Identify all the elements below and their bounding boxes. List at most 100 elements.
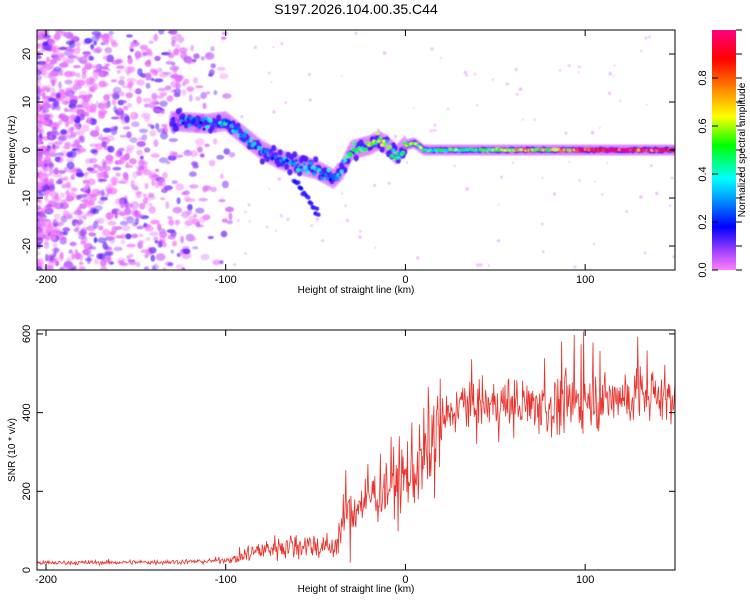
spectrogram-noise-blob (199, 215, 206, 224)
spectrogram-noise-blob (85, 77, 95, 85)
spectrogram-noise-blob (157, 240, 163, 248)
spectrogram-noise-blob (159, 131, 169, 140)
spectrogram-noise-blob (138, 233, 144, 237)
spectrogram-noise-blob (37, 237, 43, 241)
spectrogram-noise-blob (122, 126, 131, 130)
spectrogram-noise-blob (74, 41, 81, 47)
spectrogram-noise-blob (189, 150, 198, 158)
spectrogram-noise-dot (248, 220, 251, 223)
spectrogram-noise-blob (86, 167, 95, 172)
spectrogram-noise-dot (286, 217, 290, 221)
snr-frame (36, 329, 676, 571)
spectrogram-noise-blob (37, 95, 40, 103)
spectrogram-noise-blob (59, 267, 65, 270)
spectrogram-noise-dot (514, 68, 518, 72)
spectrogram-noise-blob (82, 51, 92, 56)
spectrogram-noise-blob (165, 201, 170, 210)
spectrogram-noise-blob (59, 61, 67, 69)
spectrogram-noise-blob (84, 37, 93, 44)
spectrogram-noise-blob (167, 155, 177, 161)
spectrogram-noise-blob (48, 134, 53, 140)
spectrogram-noise-blob (100, 42, 106, 46)
spectrogram-noise-blob (92, 48, 101, 53)
spectrogram-noise-dot (669, 204, 672, 207)
spectrogram-noise-blob (47, 147, 57, 154)
spectrogram-noise-dot (272, 110, 276, 114)
spectrogram-noise-blob (210, 63, 216, 69)
spectrogram-noise-blob (139, 202, 146, 210)
spectrogram-noise-blob (64, 87, 74, 94)
spectrogram-noise-blob (92, 208, 99, 214)
spectrogram-noise-dot (497, 239, 501, 243)
spectrogram-noise-blob (52, 134, 57, 140)
spectrogram-noise-blob (134, 88, 142, 95)
spectrogram-noise-blob (206, 53, 211, 57)
spectrogram-ridge-core (173, 122, 177, 127)
spectrogram-noise-blob (138, 128, 148, 133)
spectrogram-noise-blob (47, 39, 56, 46)
spectrogram-noise-blob (148, 206, 156, 214)
spectrogram-ridge-core (197, 125, 202, 129)
spectrogram-noise-blob (62, 227, 71, 232)
spectrogram-noise-blob (135, 54, 140, 60)
spectrogram-ridge-core (326, 168, 331, 173)
spectrogram-noise-blob (103, 165, 111, 171)
spectrogram-noise-dot (619, 100, 622, 102)
y-tick-label: 0 (21, 567, 33, 573)
spectrogram-noise-dot (625, 210, 628, 213)
spectrogram-noise-blob (164, 85, 172, 91)
spectrogram-ridge-core (349, 153, 354, 157)
spectrogram-noise-blob (112, 92, 118, 97)
spectrogram-noise-blob (110, 176, 119, 185)
spectrogram-ridge-core (375, 131, 380, 135)
spectrogram-noise-blob (44, 46, 53, 51)
x-tick-label: -100 (215, 574, 237, 586)
spectrogram-noise-blob (195, 85, 204, 89)
spectrogram-noise-blob (82, 215, 87, 220)
spectrogram-noise-blob (228, 212, 233, 221)
spectrogram-noise-blob (180, 235, 185, 244)
spectrogram-noise-blob (37, 55, 42, 60)
y-tick-label: 600 (21, 325, 33, 343)
spectrogram-noise-blob (175, 183, 185, 191)
spectrogram-noise-blob (65, 40, 75, 45)
spectrogram-noise-blob (168, 219, 175, 226)
spectrogram-noise-blob (40, 62, 45, 66)
colorbar: 0.0 0.2 0.4 0.6 0.8 Normalized spectral ampl… (697, 29, 748, 278)
spectrogram-noise-blob (148, 247, 157, 254)
spectrogram-noise-blob (171, 240, 178, 247)
spectrogram-noise-blob (61, 183, 67, 189)
spectrogram-noise-blob (55, 30, 62, 34)
spectrogram-noise-blob (174, 219, 180, 226)
spectrogram-ridge-core (181, 121, 185, 125)
spectrogram-noise-dot (606, 162, 609, 165)
spectrogram-noise-blob (37, 151, 44, 157)
spectrogram-ridge-core (318, 170, 323, 175)
spectrogram-noise-blob (130, 41, 140, 47)
spectrogram-noise-blob (103, 94, 110, 101)
spectrogram-noise-blob (195, 138, 205, 146)
y-tick-label: -10 (21, 190, 33, 206)
spectrogram-noise-blob (124, 207, 132, 216)
spectrogram-noise-blob (92, 69, 101, 78)
spectrogram-noise-blob (97, 237, 107, 244)
spectrogram-noise-blob (140, 249, 150, 254)
spectrogram-ridge-core (241, 138, 245, 142)
spectrogram-noise-blob (119, 76, 125, 80)
spectrogram-noise-blob (220, 36, 227, 40)
spectrogram-noise-blob (175, 264, 184, 270)
spectrogram-noise-blob (220, 230, 228, 238)
spectrogram-noise-blob (37, 251, 41, 256)
spectrogram-ridge-edge (174, 125, 180, 132)
spectrogram-noise-blob (77, 57, 83, 63)
spectrogram-ridge-core (229, 124, 234, 128)
spectrogram-noise-blob (141, 134, 148, 141)
spectrogram-noise-blob (46, 224, 53, 232)
spectrogram-noise-blob (100, 265, 108, 270)
spectrogram-noise-blob (107, 145, 115, 153)
spectrogram-noise-blob (37, 69, 42, 76)
spectrogram-noise-blob (136, 96, 142, 104)
spectrogram-noise-blob (66, 135, 72, 139)
x-tick-label: 100 (576, 274, 594, 286)
spectrogram-noise-blob (76, 206, 81, 213)
